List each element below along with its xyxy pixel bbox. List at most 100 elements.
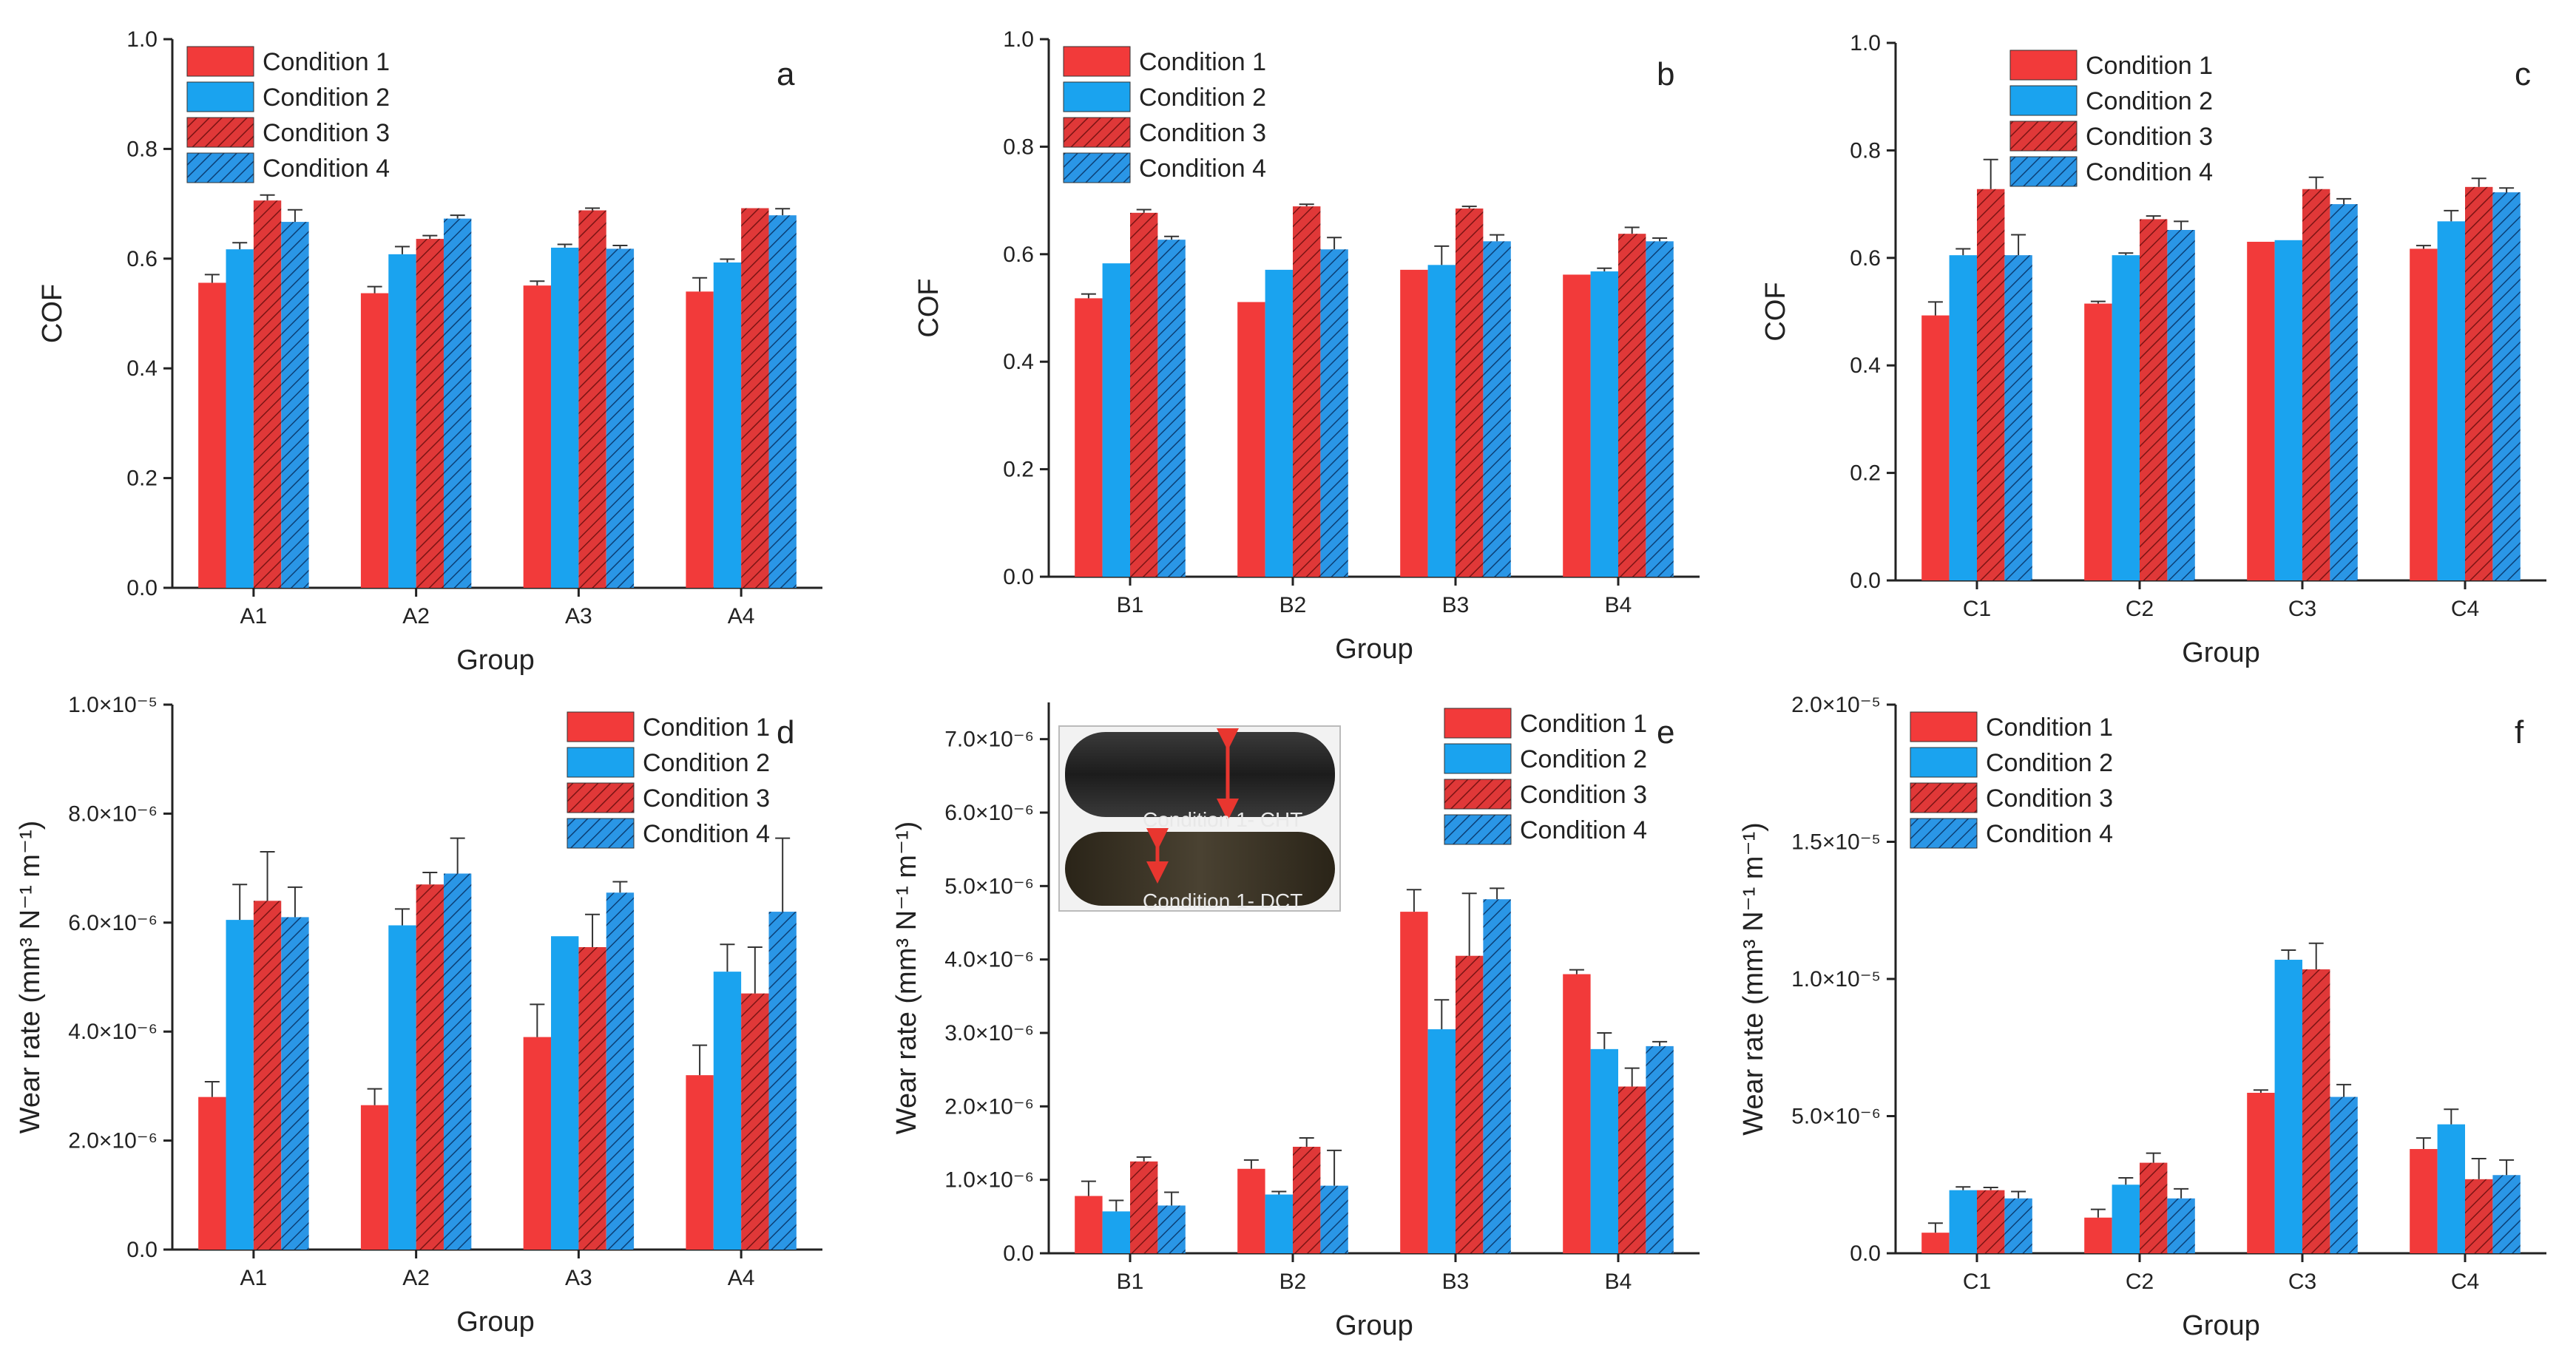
legend-label: Condition 4 xyxy=(1139,155,1266,183)
bar-d-a2-condition-2 xyxy=(388,925,416,1250)
legend-label: Condition 2 xyxy=(263,84,390,112)
legend-swatch-condition-1 xyxy=(186,46,254,77)
legend-label: Condition 3 xyxy=(2086,123,2213,151)
bar-b-b2-condition-4 xyxy=(1320,249,1348,577)
legend-label: Condition 3 xyxy=(643,784,770,813)
legend-label: Condition 4 xyxy=(1520,816,1647,844)
y-tick-label: 0.0 xyxy=(1850,569,1881,593)
y-tick-label: 0.4 xyxy=(126,356,158,381)
bar-e-b3-condition-2 xyxy=(1427,1029,1456,1253)
legend-swatch-condition-4 xyxy=(567,818,635,849)
legend-label: Condition 4 xyxy=(1986,820,2113,848)
y-tick-label: 3.0×10⁻⁶ xyxy=(944,1021,1034,1045)
legend-swatch-condition-3 xyxy=(1444,779,1512,810)
bar-e-b1-condition-4 xyxy=(1157,1205,1186,1253)
bar-b-b4-condition-1 xyxy=(1563,274,1591,577)
legend-label: Condition 1 xyxy=(1986,714,2113,742)
x-tick-label: B4 xyxy=(1605,593,1632,617)
bar-b-b3-condition-2 xyxy=(1427,265,1456,577)
bar-c-c2-condition-4 xyxy=(2167,229,2195,580)
bar-f-c3-condition-1 xyxy=(2247,1092,2275,1253)
bar-d-a3-condition-1 xyxy=(523,1037,552,1250)
legend-swatch-condition-3 xyxy=(2009,121,2078,152)
x-tick-label: B3 xyxy=(1442,593,1470,617)
bar-c-c1-condition-2 xyxy=(1949,255,1977,580)
y-tick-label: 0.2 xyxy=(1850,461,1881,486)
legend-swatch-condition-4 xyxy=(186,152,254,183)
x-tick-label: A3 xyxy=(565,1266,592,1290)
y-axis-title: Wear rate (mm³ N⁻¹ m⁻¹) xyxy=(1738,822,1769,1136)
bar-c-c3-condition-1 xyxy=(2247,241,2275,580)
legend-swatch-condition-2 xyxy=(567,747,635,778)
bar-d-a2-condition-1 xyxy=(360,1105,389,1250)
bar-f-c2-condition-1 xyxy=(2084,1217,2112,1253)
y-tick-label: 4.0×10⁻⁶ xyxy=(68,1020,158,1044)
inset-label-dct: Condition 1- DCT xyxy=(1143,889,1302,912)
bar-f-c1-condition-3 xyxy=(1977,1190,2005,1253)
bar-b-b1-condition-4 xyxy=(1157,240,1186,577)
x-tick-label: A2 xyxy=(402,604,430,628)
y-tick-label: 1.0 xyxy=(1003,27,1034,52)
x-axis-title: Group xyxy=(1335,634,1413,665)
x-tick-label: B4 xyxy=(1605,1270,1632,1294)
panel-letter: a xyxy=(777,56,795,92)
x-tick-label: B1 xyxy=(1117,593,1144,617)
x-tick-label: C2 xyxy=(2126,597,2154,621)
panel-letter: e xyxy=(1657,714,1674,750)
bar-b-b3-condition-4 xyxy=(1483,241,1511,577)
bar-b-b2-condition-3 xyxy=(1293,206,1321,577)
legend-label: Condition 4 xyxy=(643,820,770,848)
bar-f-c2-condition-3 xyxy=(2140,1162,2168,1253)
legend-label: Condition 4 xyxy=(263,155,390,183)
bar-d-a1-condition-4 xyxy=(281,917,309,1250)
bar-a-a4-condition-3 xyxy=(741,208,769,588)
bar-a-a3-condition-3 xyxy=(578,210,606,588)
bar-a-a2-condition-1 xyxy=(360,293,389,588)
legend-label: Condition 2 xyxy=(1520,745,1647,773)
bar-e-b2-condition-3 xyxy=(1293,1146,1321,1253)
bar-e-b3-condition-1 xyxy=(1400,912,1428,1253)
bar-a-a1-condition-2 xyxy=(226,249,254,588)
bar-d-a4-condition-1 xyxy=(686,1075,714,1250)
y-tick-label: 0.6 xyxy=(126,247,158,271)
bar-f-c4-condition-2 xyxy=(2437,1124,2465,1253)
bar-c-c1-condition-4 xyxy=(2004,255,2032,580)
panel-letter: d xyxy=(777,714,794,750)
bar-e-b2-condition-2 xyxy=(1265,1194,1293,1253)
inset-label-cht: Condition 1- CHT xyxy=(1143,808,1302,831)
y-tick-label: 2.0×10⁻⁶ xyxy=(68,1129,158,1153)
bar-e-b3-condition-3 xyxy=(1456,955,1484,1253)
legend-label: Condition 2 xyxy=(643,749,770,777)
legend-swatch-condition-2 xyxy=(1063,81,1131,112)
legend-swatch-condition-4 xyxy=(1910,818,1978,849)
bar-f-c1-condition-4 xyxy=(2004,1198,2032,1253)
bar-c-c1-condition-1 xyxy=(1921,315,1950,580)
bar-d-a4-condition-2 xyxy=(713,972,742,1250)
legend-label: Condition 2 xyxy=(2086,87,2213,115)
y-tick-label: 0.6 xyxy=(1850,246,1881,271)
legend-label: Condition 3 xyxy=(1139,119,1266,147)
legend-swatch-condition-3 xyxy=(567,782,635,813)
bar-f-c3-condition-2 xyxy=(2274,960,2302,1253)
y-tick-label: 2.0×10⁻⁶ xyxy=(944,1094,1034,1119)
bar-f-c3-condition-4 xyxy=(2330,1097,2358,1253)
bar-b-b4-condition-3 xyxy=(1618,234,1646,577)
legend-swatch-condition-1 xyxy=(1444,708,1512,739)
wear-track-micrograph-inset: Condition 1- CHT Condition 1- DCT xyxy=(1058,725,1341,912)
x-tick-label: A1 xyxy=(240,604,268,628)
y-tick-label: 0.2 xyxy=(126,467,158,491)
bar-d-a1-condition-1 xyxy=(198,1097,226,1250)
y-tick-label: 0.8 xyxy=(126,137,158,161)
bar-d-a1-condition-2 xyxy=(226,920,254,1250)
bar-d-a4-condition-4 xyxy=(768,912,797,1250)
bar-a-a3-condition-1 xyxy=(523,285,552,588)
x-tick-label: C4 xyxy=(2451,1270,2479,1294)
legend-swatch-condition-2 xyxy=(186,81,254,112)
bar-c-c4-condition-4 xyxy=(2492,192,2521,581)
bar-b-b3-condition-3 xyxy=(1456,209,1484,577)
panel-letter: b xyxy=(1657,56,1674,92)
bar-d-a2-condition-3 xyxy=(416,884,444,1250)
bar-f-c4-condition-3 xyxy=(2465,1179,2493,1253)
y-tick-label: 2.0×10⁻⁵ xyxy=(1791,693,1881,717)
legend-label: Condition 1 xyxy=(2086,52,2213,80)
